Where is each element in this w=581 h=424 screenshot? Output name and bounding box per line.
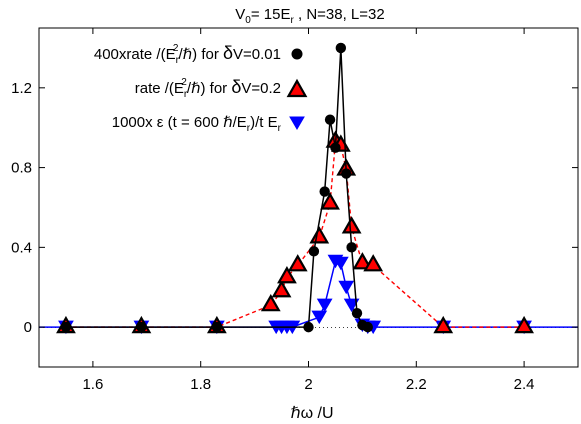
legend-label-series-1: 400xrate /(Er2/ℏ) for δV=0.01	[94, 43, 281, 66]
legend-marker-series-1	[291, 48, 303, 60]
series-2-point	[320, 192, 340, 210]
series-1-point	[362, 321, 373, 333]
series-1-point	[351, 307, 363, 319]
series-2-point	[433, 315, 454, 334]
y-tick-label: 0.4	[11, 239, 32, 256]
x-tick-label: 2.4	[514, 376, 535, 393]
y-tick-label: 0.8	[11, 160, 32, 177]
series-3-point	[332, 256, 349, 271]
series-1-point	[308, 246, 320, 257]
x-tick-label: 1.6	[82, 376, 103, 393]
series-1-point	[136, 321, 147, 333]
x-tick-label: 1.8	[190, 376, 211, 393]
legend-marker-series-2	[286, 78, 308, 98]
series-1-point	[60, 321, 72, 333]
series-2-point	[341, 216, 362, 234]
series-2-line	[65, 140, 525, 328]
series-1-line	[65, 47, 369, 328]
series-2-point	[309, 226, 330, 244]
series-2-point	[287, 254, 308, 272]
x-tick-label: 2	[304, 376, 312, 393]
series-2-point	[352, 252, 373, 270]
chart-title: V0= 15Er , N=38, L=32	[235, 6, 384, 26]
series-1-point	[319, 186, 330, 197]
y-tick-label: 0	[24, 319, 32, 336]
series-1-point	[303, 321, 314, 333]
series-2-point	[363, 254, 384, 272]
series-3-point	[338, 280, 355, 295]
series-2-point	[260, 293, 281, 312]
plot-frame	[38, 27, 579, 368]
x-axis-label: ℏω /U	[290, 405, 333, 422]
legend: 400xrate /(Er2/ℏ) for δV=0.01 rate /(Er2…	[94, 43, 308, 134]
series-1-point	[346, 242, 357, 253]
x-tick-label: 2.2	[406, 376, 427, 393]
series-3-point	[316, 298, 333, 313]
series-layer	[39, 42, 578, 335]
series-1-point	[324, 114, 336, 125]
series-3-point	[311, 310, 328, 325]
series-2-point	[277, 266, 297, 284]
series-1-point	[341, 168, 352, 179]
legend-marker-series-3	[289, 116, 305, 130]
y-tick-label: 1.2	[11, 80, 32, 97]
legend-label-series-2: rate /(Er2/ℏ) for δV=0.2	[135, 77, 281, 100]
series-1-point	[211, 321, 223, 333]
series-1-point	[335, 42, 347, 54]
series-2-point	[271, 280, 292, 298]
tick-layer: 1.6 1.8 2 2.2 2.4 0 0.4 0.8 1.2	[11, 28, 578, 393]
legend-label-series-3: 1000x ε (t = 600 ℏ/Er)/t Er	[112, 114, 282, 134]
series-3-point	[343, 298, 360, 313]
series-1-point	[330, 142, 341, 153]
series-2-point	[514, 315, 534, 334]
